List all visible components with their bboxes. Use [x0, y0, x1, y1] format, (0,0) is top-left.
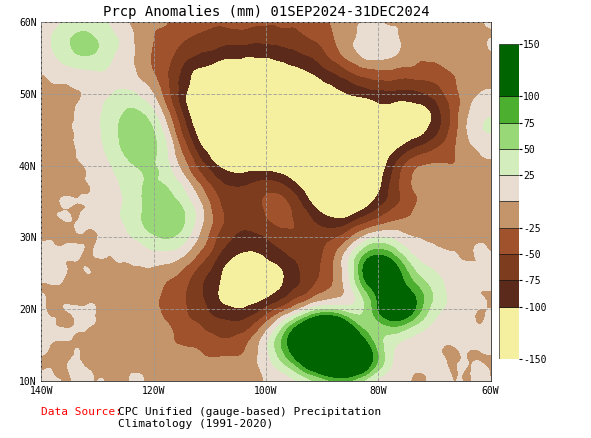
Bar — [499, 280, 519, 307]
Title: Prcp Anomalies (mm) 01SEP2024-31DEC2024: Prcp Anomalies (mm) 01SEP2024-31DEC2024 — [103, 5, 429, 19]
Bar — [499, 44, 519, 96]
Bar — [499, 201, 519, 228]
Bar — [499, 228, 519, 254]
Text: Data Source:: Data Source: — [41, 407, 122, 417]
Bar — [499, 254, 519, 280]
Text: CPC Unified (gauge-based) Precipitation
Climatology (1991-2020): CPC Unified (gauge-based) Precipitation … — [118, 407, 381, 429]
Bar — [499, 96, 519, 123]
Bar — [499, 123, 519, 149]
Bar — [499, 307, 519, 359]
Bar — [499, 175, 519, 201]
Bar — [499, 149, 519, 175]
